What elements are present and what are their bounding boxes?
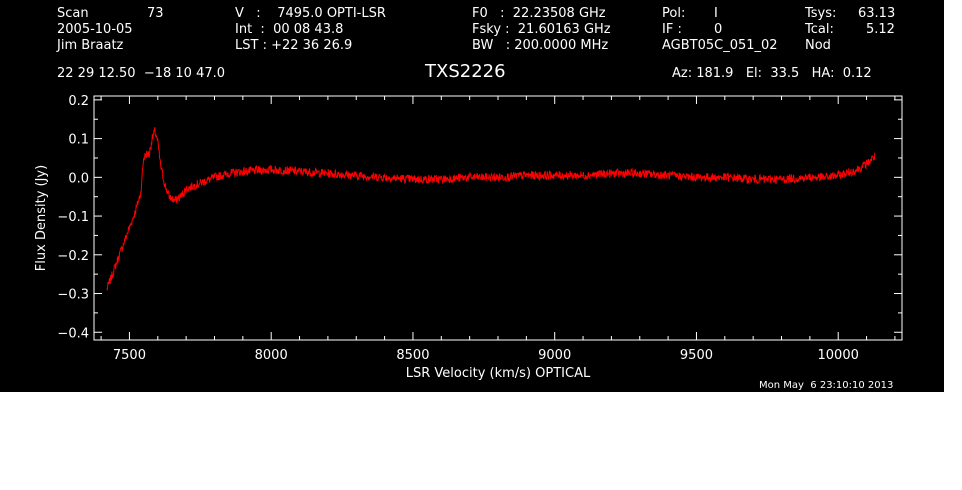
velocity-info: V : 7495.0 OPTI-LSR [235,6,386,21]
spectrum-plot: 7500 8000 8500 9000 9500 10000 0.2 0.1 0.0 −0.1 −0… [34,94,903,381]
axis-tick-labels: 7500 8000 8500 9000 9500 10000 0.2 0.1 0.0 −0.1 −0… [57,94,858,363]
x-tick-label: 8000 [255,348,288,363]
observer-name: Jim Braatz [57,38,124,53]
source-name: TXS2226 [425,61,506,82]
render-timestamp: Mon May 6 23:10:10 2013 [759,380,894,391]
y-tick-label: 0.0 [68,171,89,186]
rest-frequency: F0 : 22.23508 GHz [472,6,606,21]
integration-time: Int : 00 08 43.8 [235,22,344,37]
series-layer [106,127,876,291]
scan-number: 73 [147,6,164,21]
bandwidth: BW : 200.0000 MHz [472,38,609,53]
plot-frame [93,95,903,341]
project-id: AGBT05C_051_02 [662,38,778,53]
plot-panel: Scan 73 2005-10-05 Jim Braatz V : 7495.0… [0,0,944,392]
polarization-value: I [714,6,718,21]
lst-info: LST : +22 36 26.9 [235,38,353,53]
tsys-value: 63.13 [858,6,896,21]
x-axis-label: LSR Velocity (km/s) OPTICAL [406,366,591,381]
scan-label: Scan [57,6,89,21]
y-tick-label: −0.2 [57,249,89,264]
tcal-value: 5.12 [866,22,895,37]
polarization-label: Pol: [662,6,686,21]
x-tick-label: 8500 [396,348,429,363]
y-tick-label: −0.4 [57,326,89,341]
y-tick-label: 0.1 [68,133,89,148]
observing-mode: Nod [805,38,831,53]
observation-date: 2005-10-05 [57,22,133,37]
y-axis-label: Flux Density (Jy) [34,165,49,271]
sky-frequency: Fsky : 21.60163 GHz [472,22,611,37]
x-tick-label: 9500 [680,348,713,363]
x-tick-label: 9000 [538,348,571,363]
if-label: IF : [662,22,682,37]
x-tick-label: 7500 [113,348,146,363]
source-coordinates: 22 29 12.50 −18 10 47.0 [57,66,226,81]
y-tick-label: −0.3 [57,288,89,303]
axis-ticks [94,96,902,340]
y-tick-label: −0.1 [57,210,89,225]
spectrum-line [106,127,876,291]
tsys-label: Tsys: [805,6,837,21]
y-tick-label: 0.2 [68,94,89,109]
az-el-ha: Az: 181.9 El: 33.5 HA: 0.12 [672,66,872,81]
tcal-label: Tcal: [805,22,834,37]
x-tick-label: 10000 [818,348,859,363]
if-value: 0 [714,22,723,37]
